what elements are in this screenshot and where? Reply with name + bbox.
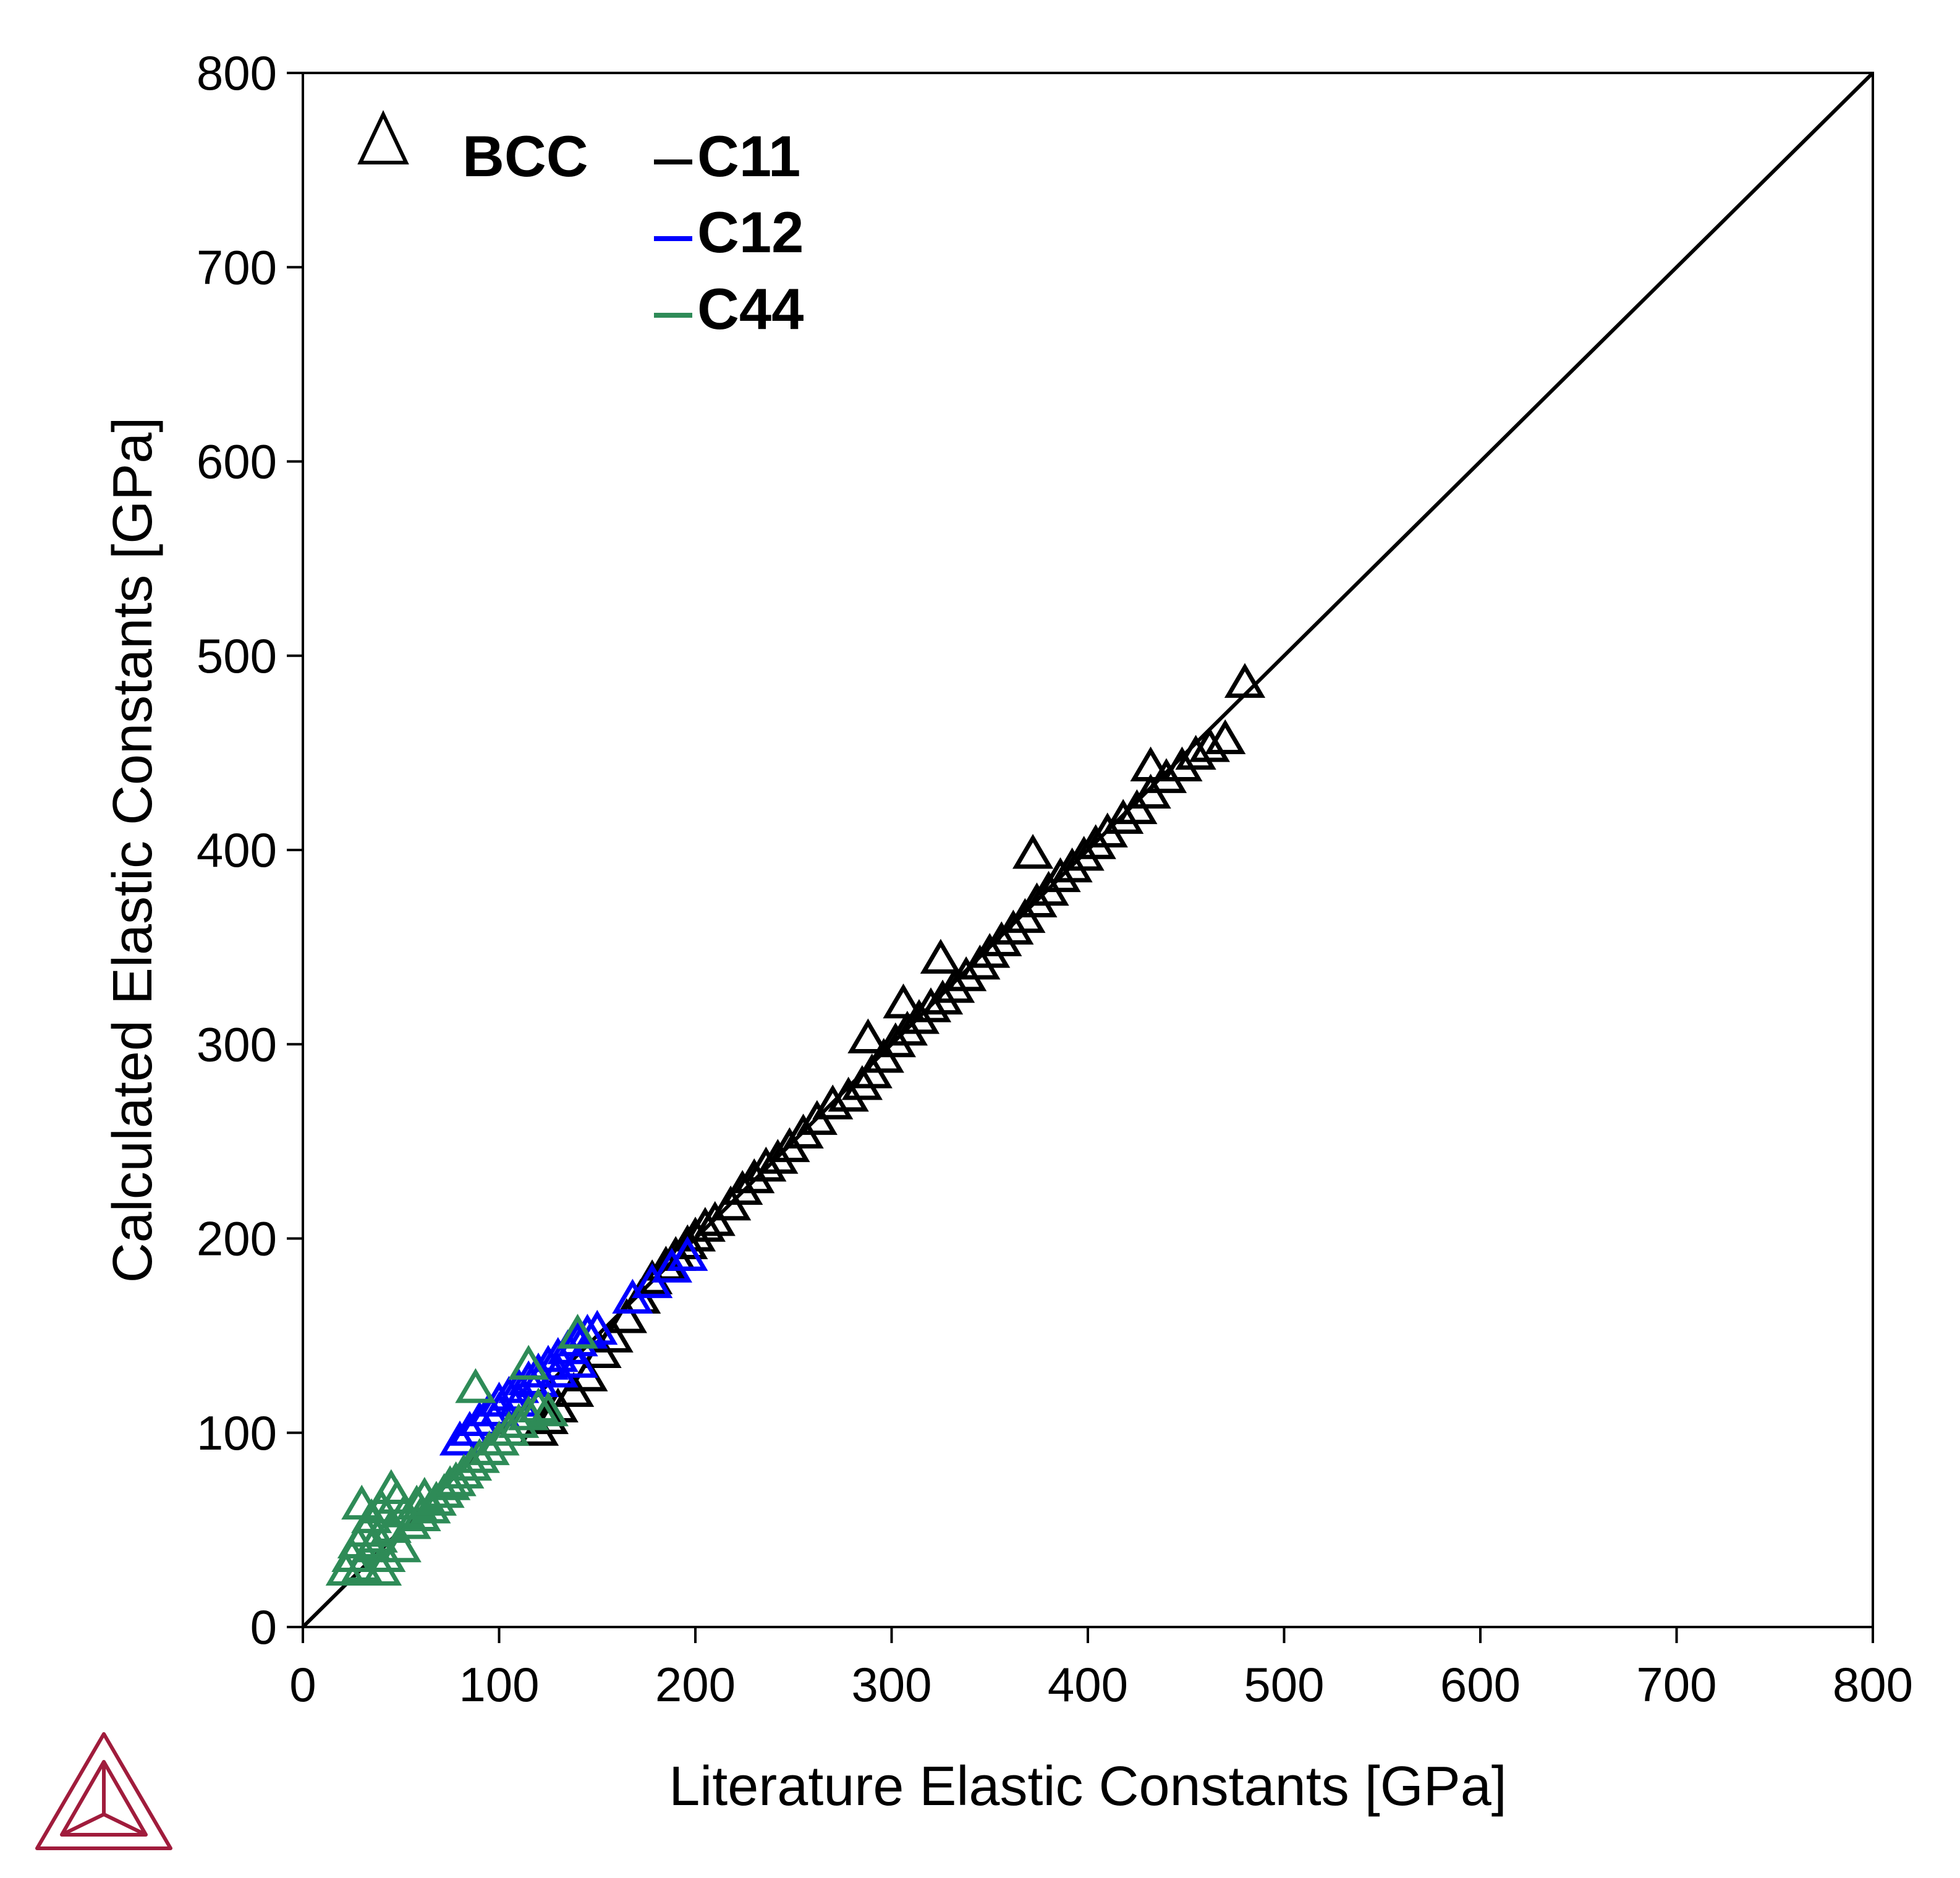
point-c11 — [734, 1158, 775, 1194]
point-c44 — [365, 1537, 406, 1572]
x-tick-label: 500 — [1244, 1657, 1324, 1712]
legend-marker-label: BCC — [462, 124, 588, 189]
thermo-calc-logo-icon — [35, 1732, 172, 1850]
point-c11 — [920, 938, 961, 974]
y-tick-label: 800 — [197, 46, 277, 100]
point-c11 — [667, 1224, 708, 1260]
point-c11 — [722, 1170, 763, 1205]
y-tick-label: 200 — [197, 1212, 277, 1266]
x-tick-label: 700 — [1636, 1657, 1716, 1712]
point-c44 — [360, 1550, 402, 1586]
x-tick-label: 800 — [1833, 1657, 1913, 1712]
point-c11 — [757, 1139, 799, 1174]
point-c11 — [886, 1010, 928, 1046]
y-tick-label: 0 — [250, 1600, 277, 1654]
x-axis-ticks: 0 100 200 300 400 500 600 700 800 — [289, 1627, 1913, 1712]
point-c11 — [606, 1298, 647, 1333]
point-c44 — [508, 1345, 549, 1380]
point-c44 — [430, 1465, 471, 1500]
point-c11 — [841, 1064, 883, 1100]
point-c11 — [1145, 758, 1187, 793]
x-tick-label: 300 — [851, 1657, 931, 1712]
point-c12 — [651, 1247, 693, 1283]
x-tick-label: 0 — [289, 1657, 316, 1712]
x-axis-title: Literature Elastic Constants [GPa] — [669, 1756, 1507, 1817]
legend-label-c44: C44 — [697, 276, 804, 341]
point-c12 — [577, 1309, 618, 1345]
legend-label-c11: C11 — [697, 124, 800, 189]
point-c44 — [469, 1430, 510, 1466]
point-c11 — [1063, 836, 1105, 871]
point-c44 — [455, 1368, 496, 1403]
point-c11 — [812, 1084, 854, 1120]
point-c11 — [828, 1076, 869, 1112]
point-c11 — [1161, 746, 1203, 781]
point-c12 — [439, 1421, 481, 1456]
y-tick-label: 100 — [197, 1406, 277, 1460]
point-c12 — [449, 1411, 490, 1446]
y-tick-label: 300 — [197, 1017, 277, 1071]
point-c11 — [933, 967, 975, 1003]
point-c11 — [993, 909, 1034, 945]
point-c11 — [1103, 799, 1144, 834]
point-c11 — [1016, 882, 1058, 917]
point-c44 — [341, 1484, 383, 1520]
point-c11 — [1040, 857, 1081, 893]
legend-label-c12: C12 — [697, 200, 804, 265]
point-c11 — [1051, 847, 1093, 883]
legend-triangle-marker-icon — [357, 110, 409, 164]
point-c12 — [537, 1353, 579, 1388]
point-c12 — [557, 1321, 598, 1357]
point-c11 — [922, 979, 964, 1015]
data-points — [325, 663, 1266, 1586]
x-tick-label: 200 — [655, 1657, 736, 1712]
point-c11 — [1205, 719, 1246, 754]
point-c11 — [959, 945, 1001, 980]
point-c12 — [557, 1343, 598, 1378]
point-c11 — [946, 956, 987, 992]
x-tick-label: 600 — [1440, 1657, 1521, 1712]
point-c12 — [667, 1236, 708, 1271]
point-c11 — [1175, 734, 1216, 770]
y-tick-label: 500 — [197, 629, 277, 683]
point-c11 — [745, 1146, 787, 1182]
point-c12 — [459, 1401, 500, 1437]
y-axis-ticks: 0 100 200 300 400 500 600 700 800 — [197, 46, 303, 1654]
point-c11 — [1075, 824, 1116, 859]
legend: BCC C11 C12 C44 — [357, 110, 804, 341]
y-tick-label: 600 — [197, 435, 277, 489]
point-c11 — [883, 983, 924, 1019]
x-tick-label: 100 — [459, 1657, 539, 1712]
point-c44 — [478, 1421, 520, 1456]
point-c11 — [910, 987, 952, 1022]
x-tick-label: 400 — [1048, 1657, 1128, 1712]
point-c11 — [969, 933, 1011, 968]
point-c11 — [592, 1317, 634, 1353]
point-c11 — [1130, 746, 1171, 781]
point-c44 — [557, 1314, 598, 1349]
y-tick-label: 400 — [197, 823, 277, 877]
y-tick-label: 700 — [197, 240, 277, 294]
point-c11 — [1224, 663, 1266, 698]
y-axis-title: Calculated Elastic Constants [GPa] — [102, 417, 164, 1283]
point-c44 — [370, 1469, 412, 1505]
point-c11 — [1189, 727, 1230, 762]
point-c44 — [527, 1391, 569, 1427]
point-c44 — [459, 1438, 500, 1473]
point-c11 — [847, 1018, 889, 1053]
point-c44 — [351, 1527, 392, 1563]
point-c11 — [1012, 833, 1054, 869]
point-c11 — [981, 921, 1022, 956]
point-c44 — [517, 1387, 559, 1423]
point-c44 — [380, 1527, 422, 1563]
point-c11 — [684, 1207, 726, 1242]
point-c11 — [875, 1022, 916, 1058]
